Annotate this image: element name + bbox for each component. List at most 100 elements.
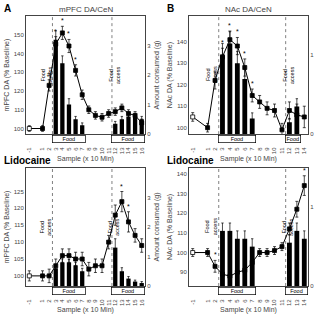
- svg-text:Food: Food: [231, 136, 244, 142]
- svg-text:9: 9: [92, 147, 98, 151]
- svg-text:*: *: [228, 22, 231, 29]
- svg-text:Lidocaine: Lidocaine: [167, 155, 214, 166]
- svg-text:130: 130: [177, 60, 188, 66]
- svg-text:2: 2: [46, 299, 52, 303]
- svg-text:1: 1: [147, 254, 151, 260]
- svg-text:1: 1: [39, 299, 45, 303]
- svg-text:0: 0: [310, 283, 314, 289]
- svg-text:9: 9: [92, 299, 98, 303]
- svg-text:8: 8: [86, 147, 92, 151]
- svg-text:NAc DA (% Baseline): NAc DA (% Baseline): [166, 194, 174, 260]
- svg-text:14: 14: [125, 299, 131, 306]
- svg-text:2: 2: [212, 147, 218, 151]
- svg-text:*: *: [61, 17, 64, 24]
- svg-text:125: 125: [14, 189, 25, 195]
- svg-text:15: 15: [132, 299, 138, 306]
- svg-text:140: 140: [177, 171, 188, 177]
- svg-text:120: 120: [14, 88, 25, 94]
- svg-text:Amount consumed (g): Amount consumed (g): [153, 41, 161, 110]
- svg-text:140: 140: [14, 51, 25, 57]
- svg-text:7: 7: [249, 147, 255, 151]
- svg-text:Food: Food: [122, 136, 135, 142]
- svg-text:mPFC DA (% Baseline): mPFC DA (% Baseline): [3, 39, 11, 112]
- svg-text:4: 4: [59, 299, 65, 303]
- svg-text:Foodaccess: Foodaccess: [40, 67, 53, 84]
- svg-text:Food: Food: [63, 288, 76, 294]
- svg-text:Foodaccess: Foodaccess: [107, 218, 120, 235]
- svg-text:130: 130: [177, 191, 188, 197]
- svg-text:#: #: [47, 71, 51, 78]
- svg-text:Foodaccess: Foodaccess: [282, 67, 295, 84]
- svg-text:130: 130: [14, 69, 25, 75]
- svg-text:120: 120: [177, 82, 188, 88]
- svg-text:A: A: [4, 3, 11, 14]
- svg-text:3: 3: [219, 299, 225, 303]
- svg-text:Foodaccess: Foodaccess: [39, 218, 52, 235]
- svg-text:1: 1: [205, 147, 211, 151]
- svg-text:*: *: [74, 56, 77, 63]
- svg-text:8: 8: [257, 299, 263, 303]
- svg-text:150: 150: [14, 32, 25, 38]
- svg-text:11: 11: [106, 147, 112, 154]
- svg-text:*: *: [54, 28, 57, 35]
- svg-text:9: 9: [264, 147, 270, 151]
- svg-text:*: *: [251, 80, 254, 87]
- svg-text:10: 10: [271, 299, 277, 306]
- svg-text:120: 120: [177, 210, 188, 216]
- svg-text:10: 10: [99, 299, 105, 306]
- svg-text:13: 13: [119, 147, 125, 154]
- svg-text:Foodaccess: Foodaccess: [204, 218, 217, 235]
- svg-text:Food: Food: [122, 288, 135, 294]
- svg-text:100: 100: [177, 250, 188, 256]
- svg-text:13: 13: [294, 147, 300, 154]
- svg-text:90: 90: [180, 269, 187, 275]
- svg-text:1: 1: [205, 299, 211, 303]
- svg-text:14: 14: [301, 299, 307, 306]
- svg-text:13: 13: [119, 299, 125, 306]
- svg-text:12: 12: [286, 299, 292, 306]
- svg-text:10: 10: [271, 147, 277, 154]
- svg-text:110: 110: [14, 107, 24, 113]
- svg-text:12: 12: [286, 147, 292, 154]
- svg-text:Foodaccess: Foodaccess: [281, 218, 294, 235]
- svg-text:5: 5: [66, 147, 72, 151]
- svg-text:*: *: [243, 50, 246, 57]
- svg-text:4: 4: [227, 147, 233, 151]
- svg-text:*: *: [67, 30, 70, 37]
- svg-text:Amount consumed (g): Amount consumed (g): [153, 193, 161, 262]
- svg-text:2: 2: [212, 299, 218, 303]
- svg-text:13: 13: [294, 299, 300, 306]
- svg-text:*: *: [221, 259, 224, 266]
- svg-text:1: 1: [310, 52, 314, 58]
- svg-text:*: *: [120, 183, 123, 190]
- svg-text:Food: Food: [286, 136, 299, 142]
- svg-text:Food: Food: [63, 136, 76, 142]
- svg-text:14: 14: [301, 147, 307, 154]
- svg-text:5: 5: [234, 147, 240, 151]
- svg-text:NAc DA (% Baseline): NAc DA (% Baseline): [166, 42, 174, 108]
- svg-text:12: 12: [112, 299, 118, 306]
- svg-text:1: 1: [39, 147, 45, 151]
- svg-text:Lidocaine: Lidocaine: [4, 155, 51, 166]
- svg-text:7: 7: [249, 299, 255, 303]
- svg-text:100: 100: [14, 273, 25, 279]
- svg-text:6: 6: [73, 147, 79, 151]
- svg-text:110: 110: [177, 103, 187, 109]
- svg-text:11: 11: [279, 147, 285, 154]
- svg-text:Sample (x 10 Min): Sample (x 10 Min): [220, 155, 277, 163]
- svg-text:*: *: [221, 39, 224, 46]
- svg-text:3: 3: [147, 195, 151, 201]
- svg-text:1: 1: [310, 204, 314, 210]
- svg-text:16: 16: [139, 299, 145, 306]
- svg-text:*: *: [214, 251, 217, 258]
- svg-text:2: 2: [147, 224, 151, 230]
- svg-text:110: 110: [177, 230, 187, 236]
- svg-text:mPFC DA/CeN: mPFC DA/CeN: [59, 5, 113, 14]
- svg-text:110: 110: [14, 239, 24, 245]
- svg-text:-1: -1: [190, 147, 196, 153]
- svg-text:0: 0: [147, 283, 151, 289]
- svg-text:6: 6: [242, 147, 248, 151]
- svg-text:5: 5: [66, 299, 72, 303]
- svg-text:2: 2: [46, 147, 52, 151]
- svg-text:8: 8: [257, 147, 263, 151]
